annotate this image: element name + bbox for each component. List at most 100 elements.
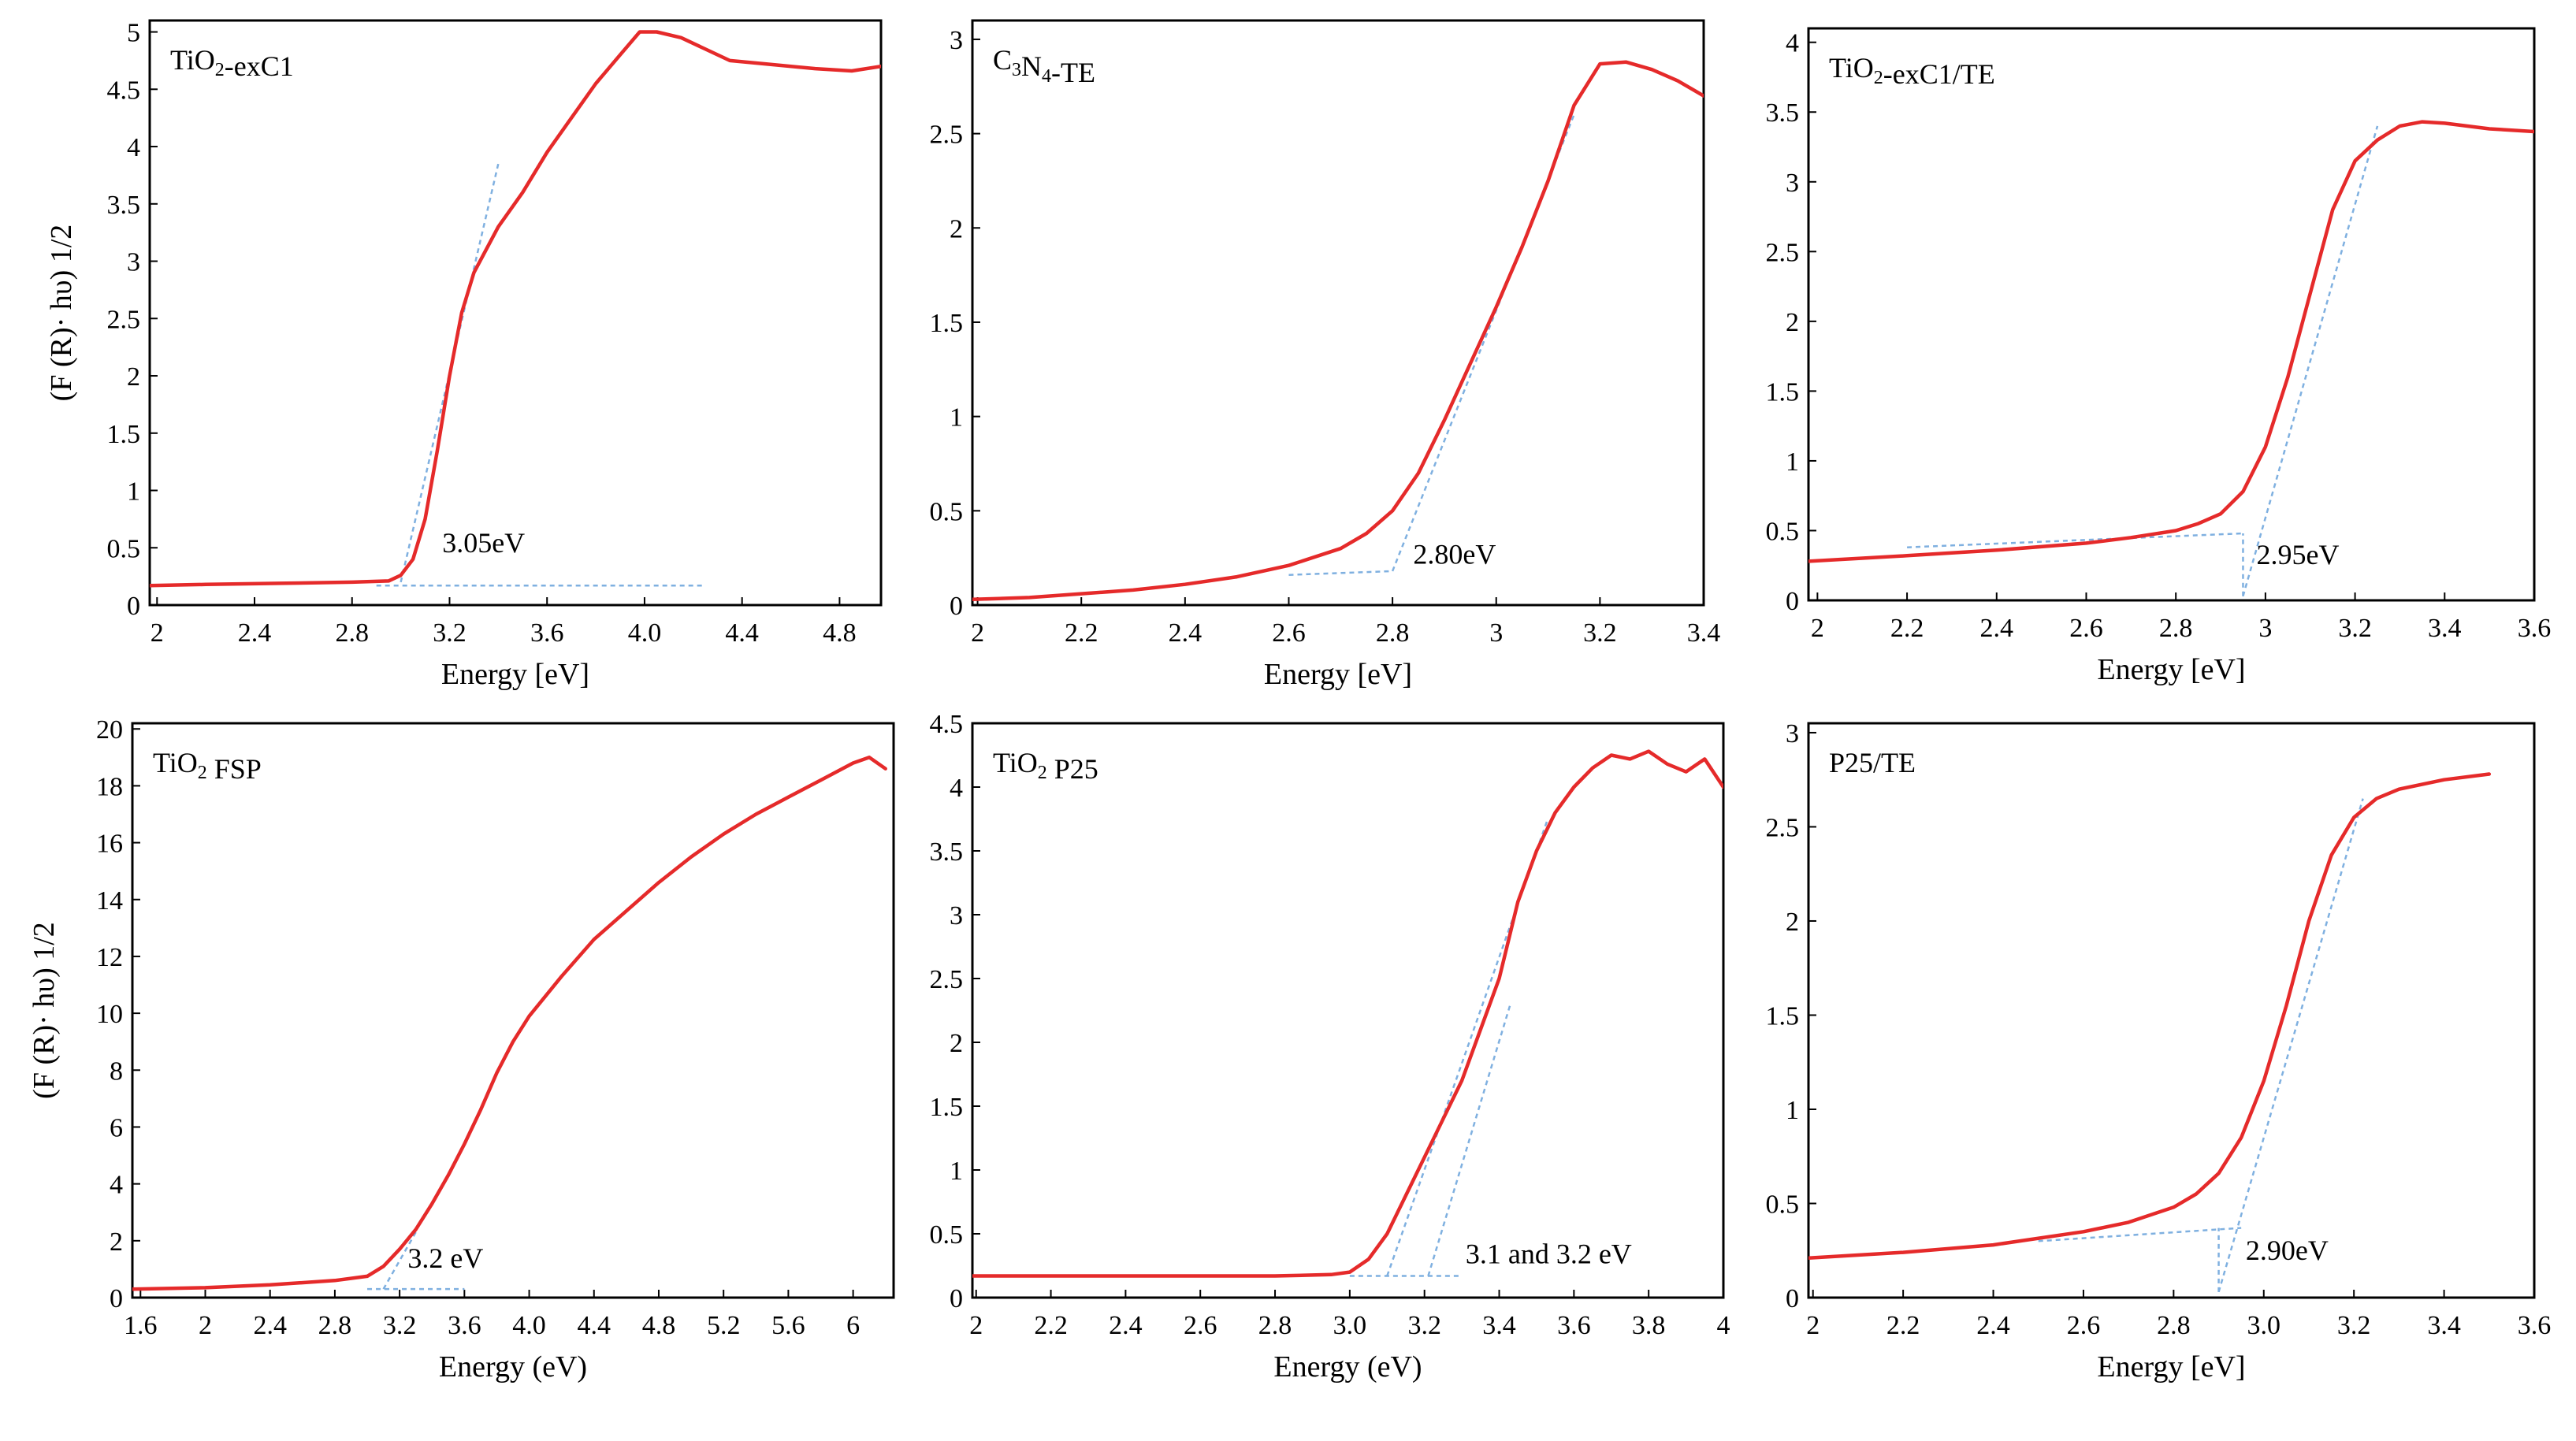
y-tick-label: 3.5 xyxy=(107,191,141,220)
y-tick-label: 0 xyxy=(1786,1284,1799,1313)
panel-title: TiO2 FSP xyxy=(153,747,262,785)
y-tick-label: 1 xyxy=(127,477,140,507)
x-tick-label: 3.6 xyxy=(530,618,564,648)
x-tick-label: 2.4 xyxy=(1980,614,2014,643)
data-series-line xyxy=(150,30,881,588)
y-tick-label: 4.5 xyxy=(930,710,964,739)
y-tick-label: 1.5 xyxy=(930,309,964,338)
chart-panel-1: 2 2.4 2.8 3.2 3.6 4.0 4.4 4.8 0 0.5 1 1.5 2 2.5 3 3.5 4 4… xyxy=(45,19,883,691)
x-tick-label: 3 xyxy=(2258,614,2272,643)
tangent-guide-line xyxy=(1907,532,2243,548)
x-tick-label: 2.4 xyxy=(1169,618,1203,648)
plot-frame xyxy=(971,722,1725,1299)
y-tick-label: 1 xyxy=(950,403,963,433)
x-tick-label: 3.2 xyxy=(2338,614,2372,643)
panel-title: TiO2 P25 xyxy=(993,747,1098,785)
y-tick-label: 1.5 xyxy=(1766,1001,1800,1031)
y-tick-label: 0.5 xyxy=(930,497,964,526)
x-tick-label: 4.4 xyxy=(578,1311,611,1340)
x-tick-label: 2.4 xyxy=(1976,1311,2010,1340)
tangent-guide-line xyxy=(382,1231,417,1290)
x-axis-label: Energy [eV] xyxy=(1264,658,1412,691)
x-tick-label: 4.8 xyxy=(823,618,857,648)
panel-title: TiO2-exC1/TE xyxy=(1829,52,1995,90)
y-tick-label: 3 xyxy=(950,26,963,55)
data-series-line xyxy=(1808,120,2534,563)
y-tick-label: 1.5 xyxy=(107,420,141,449)
plot-frame xyxy=(1807,27,2536,602)
x-tick-label: 2.4 xyxy=(238,618,272,648)
y-tick-label: 3.5 xyxy=(1766,98,1800,128)
x-tick-label: 2.2 xyxy=(1890,614,1924,643)
y-tick-label: 1 xyxy=(950,1157,963,1186)
x-tick-label: 3.4 xyxy=(1482,1311,1516,1340)
x-tick-label: 4 xyxy=(1717,1311,1730,1340)
x-tick-label: 3.2 xyxy=(1583,618,1617,648)
x-tick-label: 3.2 xyxy=(383,1311,417,1340)
x-tick-label: 2.6 xyxy=(1272,618,1306,648)
y-tick-label: 18 xyxy=(96,772,123,801)
y-tick-label: 16 xyxy=(96,830,123,859)
x-tick-label: 2.6 xyxy=(2067,1311,2101,1340)
y-tick-label: 0.5 xyxy=(107,534,141,563)
x-tick-label: 4.4 xyxy=(725,618,759,648)
y-tick-label: 6 xyxy=(110,1113,123,1142)
plot-frame xyxy=(1807,722,2536,1299)
y-tick-label: 3 xyxy=(127,248,140,277)
y-tick-label: 3.5 xyxy=(930,837,964,867)
y-tick-label: 2.5 xyxy=(930,121,964,150)
y-tick-label: 2 xyxy=(1786,308,1799,337)
x-axis-label: Energy [eV] xyxy=(2097,653,2245,686)
x-tick-label: 2.8 xyxy=(1376,618,1410,648)
x-tick-label: 3.2 xyxy=(2337,1311,2371,1340)
x-tick-label: 2.2 xyxy=(1065,618,1098,648)
x-tick-label: 1.6 xyxy=(124,1311,158,1340)
band-gap-annotation: 2.90eV xyxy=(2246,1235,2329,1266)
y-tick-label: 0 xyxy=(1786,587,1799,616)
band-gap-annotation: 2.95eV xyxy=(2257,539,2340,570)
x-tick-label: 2 xyxy=(1811,614,1824,643)
plot-frame xyxy=(148,19,883,607)
y-tick-label: 3 xyxy=(950,901,963,930)
y-tick-label: 2 xyxy=(110,1227,123,1257)
chart-panel-2: 2 2.2 2.4 2.6 2.8 3 3.2 3.4 0 0.5 1 1.5 2 2.5 3 Energy … xyxy=(930,19,1720,691)
y-tick-label: 8 xyxy=(110,1057,123,1086)
y-tick-label: 2 xyxy=(127,362,140,392)
band-gap-annotation: 3.1 and 3.2 eV xyxy=(1466,1238,1632,1269)
y-axis-label: (F (R)· hυ) 1/2 xyxy=(28,922,61,1099)
y-tick-label: 1.5 xyxy=(930,1093,964,1122)
x-tick-label: 2.8 xyxy=(2159,614,2193,643)
y-tick-label: 0.5 xyxy=(930,1220,964,1250)
tangent-guide-line xyxy=(1288,570,1393,576)
y-tick-label: 5 xyxy=(127,19,140,48)
x-tick-label: 3.0 xyxy=(1333,1311,1367,1340)
chart-panel-5: 2 2.2 2.4 2.6 2.8 3.0 3.2 3.4 3.6 3.8 4 0 0.5 1 1.5 2 2.… xyxy=(930,710,1730,1383)
plot-frame xyxy=(971,19,1705,607)
data-series-line xyxy=(1808,772,2492,1261)
y-tick-label: 2.5 xyxy=(930,965,964,994)
y-tick-label: 4.5 xyxy=(107,76,141,105)
panel-title: P25/TE xyxy=(1829,747,1916,778)
x-tick-label: 4.0 xyxy=(628,618,662,648)
x-tick-label: 6 xyxy=(846,1311,860,1340)
tangent-guide-line xyxy=(400,163,500,583)
band-gap-annotation: 3.05eV xyxy=(442,527,525,559)
panel-title: C3N4-TE xyxy=(993,44,1095,88)
x-tick-label: 3.6 xyxy=(2518,614,2552,643)
x-tick-label: 2 xyxy=(199,1311,212,1340)
data-series-line xyxy=(132,756,887,1291)
x-tick-label: 2.6 xyxy=(2069,614,2103,643)
x-tick-label: 2.8 xyxy=(318,1311,352,1340)
x-tick-label: 3.2 xyxy=(433,618,467,648)
x-tick-label: 2 xyxy=(151,618,164,648)
y-tick-label: 1 xyxy=(1786,448,1799,477)
x-axis-label: Energy (eV) xyxy=(1273,1350,1422,1383)
x-tick-label: 2.6 xyxy=(1184,1311,1217,1340)
y-tick-label: 4 xyxy=(950,774,963,803)
x-tick-label: 2 xyxy=(1806,1311,1820,1340)
x-tick-label: 3.6 xyxy=(2518,1311,2552,1340)
x-tick-label: 2.4 xyxy=(1109,1311,1143,1340)
tangent-guide-line xyxy=(2242,125,2379,597)
y-tick-label: 2.5 xyxy=(107,305,141,334)
